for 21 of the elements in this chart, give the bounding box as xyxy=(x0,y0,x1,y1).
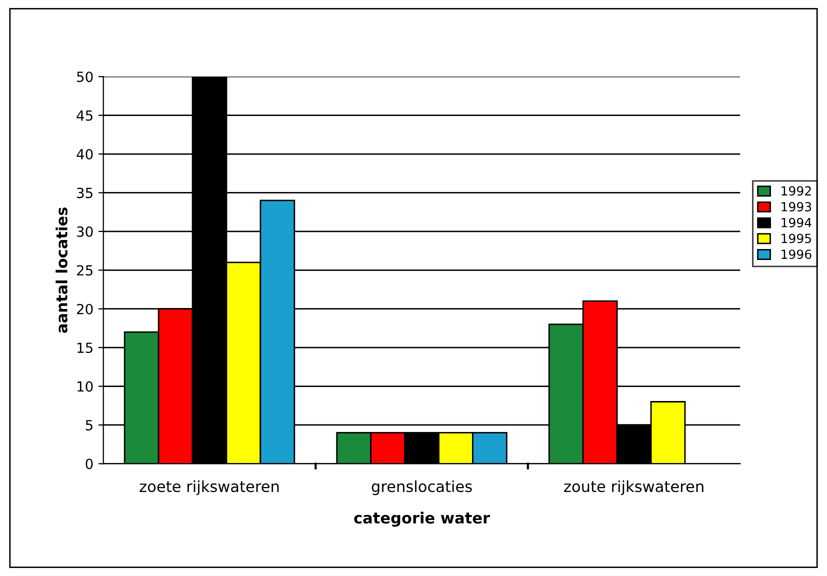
y-tick-label: 20 xyxy=(76,304,93,314)
y-tick-label: 45 xyxy=(76,110,92,121)
y-tick-label: 25 xyxy=(76,265,92,276)
legend-label: 1992 xyxy=(782,186,811,196)
y-tick-label: 50 xyxy=(77,72,93,82)
y-tick-label: 35 xyxy=(77,188,92,198)
y-tick-label: 5 xyxy=(86,420,92,430)
y-tick-label: 40 xyxy=(76,148,93,160)
y-axis-title: aantal locaties xyxy=(56,207,68,333)
legend-label: 1993 xyxy=(782,202,812,212)
y-tick-label: 0 xyxy=(86,458,93,470)
legend-label: 1994 xyxy=(782,218,812,228)
x-axis-title: categorie water xyxy=(354,512,490,527)
y-tick-label: 15 xyxy=(78,342,92,354)
y-tick-label: 10 xyxy=(78,381,93,392)
legend-label: 1995 xyxy=(782,234,812,244)
x-tick-label: zoute rijkswateren xyxy=(564,480,704,496)
legend-label: 1996 xyxy=(782,250,812,260)
y-tick-label: 30 xyxy=(77,226,93,237)
x-tick-label: grenslocaties xyxy=(372,480,472,496)
x-tick-label: zoete rijkswateren xyxy=(140,480,279,496)
